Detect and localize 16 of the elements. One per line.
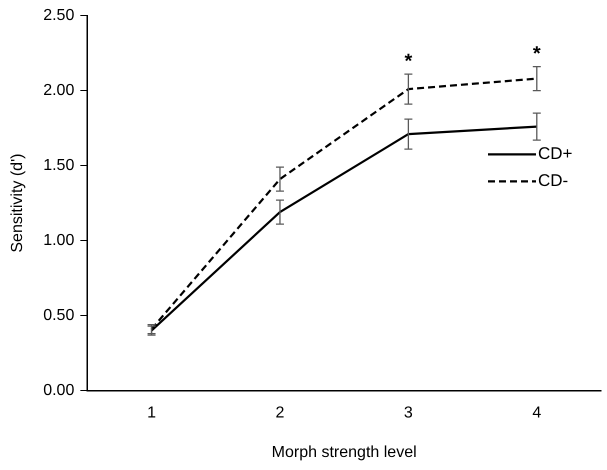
y-tick-label: 1.50 xyxy=(43,157,74,174)
legend-label: CD- xyxy=(538,171,568,190)
annotation: * xyxy=(532,43,541,66)
y-tick-label: 2.50 xyxy=(43,7,74,24)
x-tick-label: 4 xyxy=(532,404,542,422)
y-axis-title: Sensitivity (d') xyxy=(9,154,26,253)
x-tick-label: 2 xyxy=(276,404,285,422)
y-tick-label: 2.00 xyxy=(43,82,74,100)
annotation: * xyxy=(404,50,412,73)
x-axis-title: Morph strength level xyxy=(272,444,417,461)
y-tick-label: 1.00 xyxy=(43,232,74,250)
x-tick-label: 1 xyxy=(147,404,156,422)
y-tick-label: 0.50 xyxy=(43,307,74,324)
legend-label: CD+ xyxy=(538,144,573,164)
y-tick-label: 0.00 xyxy=(43,382,74,400)
x-tick-label: 3 xyxy=(404,404,413,422)
